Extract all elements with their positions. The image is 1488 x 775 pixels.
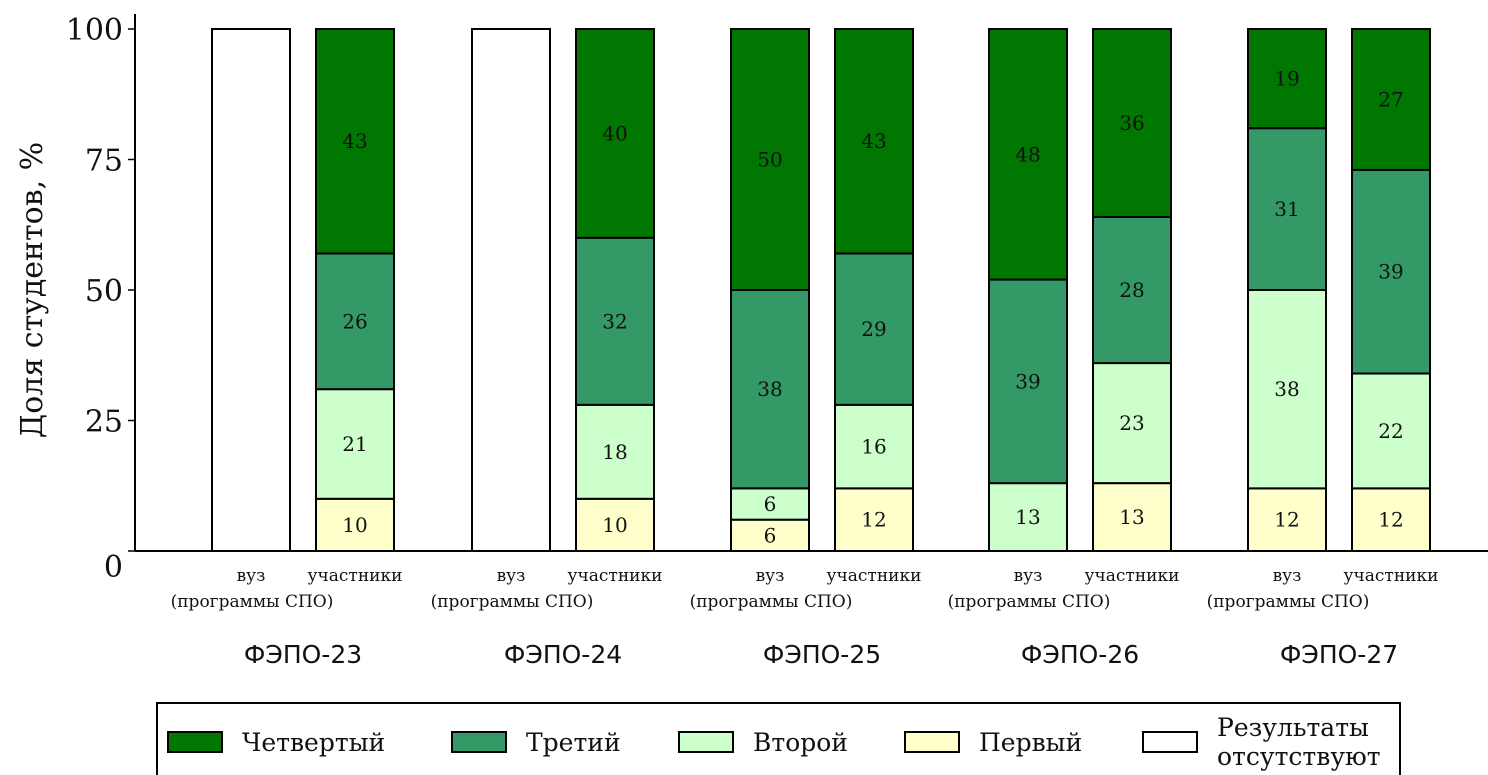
data-label: 39 xyxy=(1015,369,1040,393)
legend-swatch xyxy=(167,731,223,753)
legend-swatch xyxy=(904,731,960,753)
x-tick-label: участники xyxy=(827,566,922,586)
data-label: 19 xyxy=(1274,67,1299,91)
data-label: 38 xyxy=(757,377,782,401)
x-tick-label: вуз xyxy=(237,566,266,586)
data-label: 12 xyxy=(1274,508,1299,532)
bar-segment xyxy=(315,28,395,255)
x-tick-label: вуз xyxy=(1273,566,1302,586)
bar-segment xyxy=(1247,28,1327,130)
legend-label: Третий xyxy=(526,728,621,757)
bar-segment xyxy=(834,487,914,552)
legend-label: Результаты xyxy=(1217,713,1369,742)
bar-segment xyxy=(834,28,914,255)
data-label: 16 xyxy=(861,435,886,459)
x-tick-label: участники xyxy=(1085,566,1180,586)
y-tick-label: 0 xyxy=(104,550,123,585)
bar-segment xyxy=(1092,215,1172,365)
data-label: 31 xyxy=(1274,197,1299,221)
data-label: 23 xyxy=(1119,411,1144,435)
bar-segment xyxy=(988,278,1068,485)
bar-missing-results xyxy=(211,28,291,552)
data-label: 27 xyxy=(1378,87,1403,111)
data-label: 43 xyxy=(342,129,367,153)
data-label: 29 xyxy=(861,317,886,341)
bar-missing-results xyxy=(471,28,551,552)
x-tick-label: вуз xyxy=(1014,566,1043,586)
legend: Четвертый Третий Второй Первый Результатыотс… xyxy=(156,702,1401,775)
x-tick-sublabel: (программы СПО) xyxy=(948,592,1111,612)
x-tick-sublabel: (программы СПО) xyxy=(690,592,853,612)
data-label: 22 xyxy=(1378,419,1403,443)
data-label: 50 xyxy=(757,148,782,172)
bar-segment xyxy=(1247,289,1327,490)
x-tick-sublabel: (программы СПО) xyxy=(431,592,594,612)
bar-segment xyxy=(730,487,810,521)
group-label: ФЭПО-26 xyxy=(1021,640,1139,669)
legend-swatch xyxy=(451,731,507,753)
y-tick-label: 50 xyxy=(85,274,123,309)
y-tick-label: 100 xyxy=(66,13,123,48)
bar-segment xyxy=(315,388,395,500)
data-label: 6 xyxy=(764,523,777,547)
data-label: 12 xyxy=(861,508,886,532)
data-label: 43 xyxy=(861,129,886,153)
bar-segment xyxy=(988,482,1068,553)
y-tick-label: 75 xyxy=(85,144,123,179)
group-label: ФЭПО-23 xyxy=(244,640,362,669)
bar-segment xyxy=(1092,28,1172,218)
group-label: ФЭПО-25 xyxy=(763,640,881,669)
y-axis-label: Доля студентов, % xyxy=(15,142,50,438)
x-tick-label: участники xyxy=(308,566,403,586)
x-tick-sublabel: (программы СПО) xyxy=(171,592,334,612)
data-label: 18 xyxy=(602,440,627,464)
x-tick-label: вуз xyxy=(756,566,785,586)
data-label: 28 xyxy=(1119,278,1144,302)
plot-area: 0 25 50 75 100 вуз 10 21 26 43 участники (программы… xyxy=(66,13,1488,669)
bar-segment xyxy=(1092,362,1172,485)
bar-segment xyxy=(1247,127,1327,291)
bar-segment xyxy=(1092,482,1172,553)
x-tick-label: участники xyxy=(568,566,663,586)
data-label: 12 xyxy=(1378,508,1403,532)
x-tick-label: вуз xyxy=(497,566,526,586)
data-label: 6 xyxy=(764,492,777,516)
bar-segment xyxy=(1351,372,1431,490)
y-tick-label: 25 xyxy=(85,405,123,440)
data-label: 39 xyxy=(1378,260,1403,284)
legend-label: Четвертый xyxy=(242,728,385,757)
x-tick-label: участники xyxy=(1344,566,1439,586)
data-label: 32 xyxy=(602,309,627,333)
data-label: 26 xyxy=(342,309,367,333)
data-label: 36 xyxy=(1119,111,1144,135)
data-label: 13 xyxy=(1119,505,1144,529)
bar-segment xyxy=(834,252,914,406)
group-label: ФЭПО-27 xyxy=(1280,640,1398,669)
x-tick-sublabel: (программы СПО) xyxy=(1207,592,1370,612)
legend-label: отсутствуют xyxy=(1217,742,1381,771)
legend-label: Второй xyxy=(753,728,848,757)
bar-segment xyxy=(730,518,810,552)
legend-swatch xyxy=(678,731,734,753)
bar-segment xyxy=(1351,487,1431,552)
group-label: ФЭПО-24 xyxy=(504,640,622,669)
bar-segment xyxy=(315,497,395,552)
bar-segment xyxy=(988,28,1068,281)
data-label: 10 xyxy=(342,513,367,537)
bar-segment xyxy=(575,28,655,239)
data-label: 10 xyxy=(602,513,627,537)
data-label: 21 xyxy=(342,432,367,456)
legend-label: Первый xyxy=(979,728,1082,757)
bar-segment xyxy=(834,403,914,490)
legend-swatch xyxy=(1142,731,1198,753)
data-label: 13 xyxy=(1015,505,1040,529)
bar-segment xyxy=(1351,28,1431,171)
data-label: 48 xyxy=(1015,142,1040,166)
bar-segment xyxy=(730,28,810,291)
bar-segment xyxy=(1351,168,1431,375)
data-label: 38 xyxy=(1274,377,1299,401)
data-label: 40 xyxy=(602,121,627,145)
bar-segment xyxy=(575,236,655,406)
